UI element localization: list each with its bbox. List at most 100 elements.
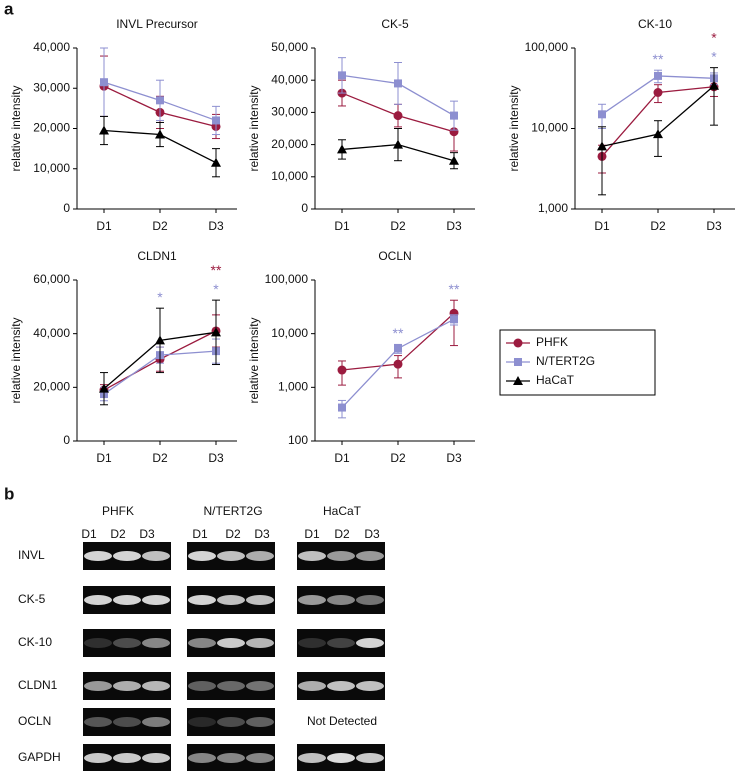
y-axis-label: relative intensity: [247, 317, 261, 403]
point: [394, 79, 402, 88]
band: [188, 681, 216, 691]
x-tick-label: D2: [152, 451, 168, 465]
band: [327, 551, 355, 561]
blot-row-label: CK-10: [18, 635, 52, 649]
point: [156, 96, 164, 105]
band: [84, 551, 112, 561]
y-tick-label: 0: [63, 433, 70, 447]
chart-title: INVL Precursor: [116, 17, 198, 31]
band: [113, 595, 141, 605]
x-tick-label: D3: [706, 219, 722, 233]
x-tick-label: D3: [208, 451, 224, 465]
point: [654, 71, 662, 80]
band: [246, 681, 274, 691]
point: [597, 141, 607, 151]
point: [513, 376, 523, 385]
point: [450, 315, 458, 324]
significance-mark: *: [711, 29, 717, 45]
point: [449, 155, 459, 165]
point: [450, 111, 458, 120]
blot-row-label: GAPDH: [18, 750, 61, 764]
point: [338, 403, 346, 412]
band: [84, 717, 112, 727]
band: [188, 717, 216, 727]
band: [113, 551, 141, 561]
band: [113, 681, 141, 691]
band: [188, 551, 216, 561]
lane-label: D1: [192, 527, 208, 541]
point: [709, 80, 719, 90]
point: [155, 335, 165, 345]
blot-row-label: OCLN: [18, 714, 51, 728]
y-tick-label: 100,000: [525, 40, 569, 54]
legend-label: PHFK: [536, 335, 568, 349]
band: [84, 595, 112, 605]
band: [298, 681, 326, 691]
band: [142, 717, 170, 727]
band: [356, 595, 384, 605]
point: [598, 110, 606, 119]
y-tick-label: 40,000: [271, 72, 308, 86]
x-tick-label: D2: [152, 219, 168, 233]
point: [337, 365, 347, 375]
legend-label: HaCaT: [536, 373, 575, 387]
lane-label: D3: [364, 527, 380, 541]
band: [84, 753, 112, 763]
point: [211, 327, 221, 337]
point: [394, 344, 402, 353]
band: [188, 595, 216, 605]
panel-label: b: [4, 484, 14, 503]
band: [327, 638, 355, 648]
lane-label: D3: [139, 527, 155, 541]
y-tick-label: 10,000: [271, 326, 308, 340]
y-tick-label: 10,000: [33, 161, 70, 175]
band: [356, 753, 384, 763]
blot-group-label: N/TERT2G: [203, 504, 262, 518]
band: [84, 681, 112, 691]
band: [113, 717, 141, 727]
y-tick-label: 1,000: [538, 201, 568, 215]
y-tick-label: 50,000: [271, 40, 308, 54]
chart-title: OCLN: [378, 249, 411, 263]
chart-title: CK-5: [381, 17, 409, 31]
blot-row-label: INVL: [18, 548, 45, 562]
y-tick-label: 20,000: [33, 121, 70, 135]
x-tick-label: D2: [390, 451, 406, 465]
point: [99, 383, 109, 393]
lane-label: D1: [304, 527, 320, 541]
band: [246, 638, 274, 648]
significance-mark: *: [157, 289, 163, 305]
point: [514, 358, 522, 366]
point: [337, 144, 347, 154]
y-tick-label: 40,000: [33, 40, 70, 54]
blot-group-label: HaCaT: [323, 504, 362, 518]
band: [356, 681, 384, 691]
y-tick-label: 20,000: [33, 380, 70, 394]
blot-group-label: PHFK: [102, 504, 134, 518]
point: [338, 71, 346, 80]
chart-title: CK-10: [638, 17, 672, 31]
y-axis-label: relative intensity: [247, 85, 261, 171]
x-tick-label: D2: [390, 219, 406, 233]
band: [327, 681, 355, 691]
blot-row-label: CLDN1: [18, 678, 58, 692]
y-tick-label: 20,000: [271, 137, 308, 151]
y-tick-label: 100: [288, 433, 308, 447]
y-axis-label: relative intensity: [507, 85, 521, 171]
error-bar: [654, 120, 662, 157]
band: [327, 595, 355, 605]
band: [113, 753, 141, 763]
x-tick-label: D3: [446, 219, 462, 233]
y-tick-label: 10,000: [531, 121, 568, 135]
band: [327, 753, 355, 763]
error-bar: [598, 126, 606, 196]
band: [217, 551, 245, 561]
band: [142, 681, 170, 691]
y-tick-label: 100,000: [265, 272, 309, 286]
band: [298, 551, 326, 561]
point: [393, 139, 403, 149]
point: [100, 78, 108, 87]
point: [653, 129, 663, 139]
band: [246, 717, 274, 727]
